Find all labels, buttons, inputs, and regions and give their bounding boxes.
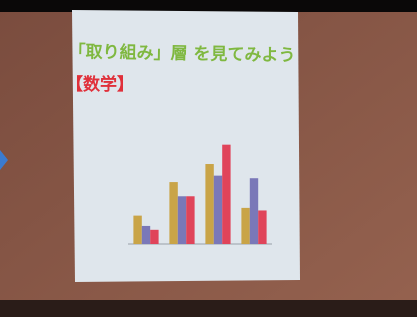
ceiling	[0, 0, 417, 12]
bar	[186, 196, 194, 244]
bar	[205, 164, 213, 244]
floor-edge	[0, 300, 417, 317]
bar	[169, 182, 177, 244]
bar	[150, 230, 158, 244]
slide-title: 「取り組み」層 を見てみよう	[68, 41, 295, 66]
bar	[133, 216, 141, 244]
bar	[214, 176, 222, 244]
page: 「取り組み」層 を見てみよう 【数学】 (() => { const data …	[0, 0, 417, 317]
slide-subtitle: 【数学】	[66, 74, 134, 95]
bar	[258, 210, 266, 244]
photo: 「取り組み」層 を見てみよう 【数学】	[0, 0, 417, 317]
bar	[250, 178, 258, 244]
bar	[222, 145, 230, 244]
bar	[142, 226, 150, 244]
bar	[241, 208, 249, 244]
bar	[178, 196, 186, 244]
